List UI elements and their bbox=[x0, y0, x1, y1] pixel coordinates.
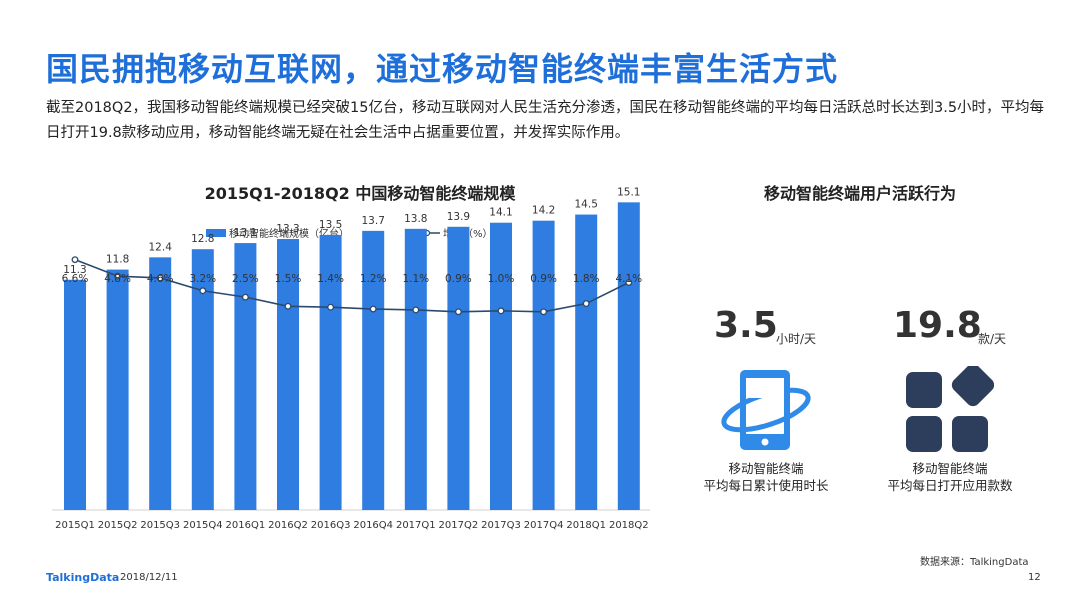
growth-rate-label: 0.9% bbox=[445, 273, 472, 285]
bar bbox=[447, 226, 470, 510]
chart-title: 2015Q1-2018Q2 中国移动智能终端规模 bbox=[204, 184, 516, 203]
bar bbox=[319, 234, 342, 510]
x-tick-label: 2017Q3 bbox=[481, 520, 521, 531]
bar-value-label: 13.8 bbox=[404, 213, 427, 225]
growth-rate-point bbox=[540, 308, 548, 316]
x-tick-label: 2015Q3 bbox=[140, 520, 180, 531]
bar bbox=[191, 249, 214, 510]
bar bbox=[532, 220, 555, 511]
growth-rate-point bbox=[412, 306, 420, 314]
x-tick-label: 2017Q2 bbox=[439, 520, 479, 531]
smartphone-icon bbox=[718, 366, 814, 456]
x-tick-label: 2018Q1 bbox=[566, 520, 606, 531]
bar-value-label: 13.7 bbox=[362, 215, 385, 227]
daily-apps-label: 移动智能终端 平均每日打开应用款数 bbox=[860, 460, 1040, 494]
bar bbox=[362, 230, 385, 511]
intro-paragraph: 截至2018Q2，我国移动智能终端规模已经突破15亿台，移动互联网对人民生活充分… bbox=[46, 100, 1045, 141]
page-number: 12 bbox=[1028, 572, 1041, 583]
x-tick-label: 2017Q1 bbox=[396, 520, 436, 531]
x-tick-label: 2016Q3 bbox=[311, 520, 351, 531]
daily-apps-label-line2: 平均每日打开应用款数 bbox=[887, 478, 1013, 493]
x-tick-label: 2016Q2 bbox=[268, 520, 308, 531]
growth-rate-point bbox=[582, 300, 590, 307]
bar-value-label: 14.2 bbox=[532, 205, 555, 217]
growth-rate-point bbox=[156, 274, 164, 282]
brand-logo-text: TalkingData bbox=[46, 571, 120, 584]
daily-usage-hours-label-line1: 移动智能终端 bbox=[728, 461, 804, 476]
x-tick-label: 2016Q1 bbox=[226, 520, 266, 531]
growth-rate-point bbox=[199, 287, 207, 295]
growth-rate-line bbox=[74, 258, 630, 313]
bar bbox=[404, 228, 427, 510]
bar bbox=[64, 279, 86, 510]
growth-rate-label: 0.9% bbox=[530, 273, 557, 285]
x-tick-label: 2016Q4 bbox=[353, 520, 393, 531]
x-tick-label: 2015Q1 bbox=[55, 520, 95, 531]
footer-date: 2018/12/11 bbox=[120, 572, 178, 583]
daily-usage-hours-value: 3.5 bbox=[714, 305, 778, 346]
growth-rate-point bbox=[625, 279, 633, 286]
growth-rate-label: 3.2% bbox=[189, 273, 216, 285]
bar-value-label: 14.5 bbox=[575, 199, 598, 211]
daily-usage-hours-unit: 小时/天 bbox=[776, 332, 817, 346]
growth-rate-point bbox=[284, 302, 292, 310]
growth-rate-label: 1.5% bbox=[275, 273, 302, 285]
legend-bar-swatch bbox=[206, 229, 226, 237]
growth-rate-label: 1.1% bbox=[402, 273, 429, 285]
growth-rate-label: 1.8% bbox=[573, 273, 600, 285]
daily-apps-unit: 款/天 bbox=[978, 332, 1007, 346]
growth-rate-point bbox=[114, 272, 122, 280]
bar-value-label: 13.9 bbox=[447, 211, 470, 223]
x-tick-label: 2018Q2 bbox=[609, 520, 649, 531]
data-source: 数据来源：TalkingData bbox=[920, 557, 1029, 568]
slide-title: 国民拥抱移动互联网，通过移动智能终端丰富生活方式 bbox=[46, 50, 839, 88]
growth-rate-label: 6.6% bbox=[62, 273, 89, 285]
growth-rate-label: 4.1% bbox=[615, 273, 642, 285]
bar bbox=[617, 202, 640, 510]
bar bbox=[234, 243, 257, 510]
growth-rate-point bbox=[327, 303, 335, 311]
growth-rate-label: 4.6% bbox=[147, 273, 174, 285]
growth-rate-label: 4.8% bbox=[104, 273, 131, 285]
growth-rate-label: 2.5% bbox=[232, 273, 259, 285]
bar bbox=[490, 222, 512, 510]
bar-value-label: 13.1 bbox=[234, 227, 257, 239]
legend-bar-label: 移动智能终端规模（亿台） bbox=[229, 227, 349, 240]
growth-rate-point bbox=[241, 293, 249, 301]
bar-value-label: 15.1 bbox=[617, 186, 640, 198]
bar-value-label: 12.8 bbox=[191, 233, 214, 245]
growth-rate-label: 1.0% bbox=[488, 273, 515, 285]
growth-rate-label: 1.4% bbox=[317, 273, 344, 285]
daily-apps-value: 19.8 bbox=[893, 305, 982, 346]
growth-rate-label: 1.2% bbox=[360, 273, 387, 285]
growth-rate-point bbox=[497, 307, 505, 315]
growth-rate-point bbox=[454, 308, 462, 316]
bar bbox=[106, 269, 129, 510]
growth-rate-point bbox=[71, 256, 79, 264]
behavior-title: 移动智能终端用户活跃行为 bbox=[763, 184, 956, 203]
bar bbox=[575, 214, 598, 510]
x-tick-label: 2017Q4 bbox=[524, 520, 564, 531]
daily-apps-label-line1: 移动智能终端 bbox=[912, 461, 988, 476]
x-tick-label: 2015Q2 bbox=[98, 520, 138, 531]
bar bbox=[149, 257, 172, 510]
app-grid-icon bbox=[904, 363, 995, 460]
bar-value-label: 11.3 bbox=[63, 264, 86, 276]
daily-usage-hours-label: 移动智能终端 平均每日累计使用时长 bbox=[676, 460, 856, 494]
growth-rate-point bbox=[369, 305, 377, 313]
bar-value-label: 14.1 bbox=[489, 207, 512, 219]
x-tick-label: 2015Q4 bbox=[183, 520, 223, 531]
bar-value-label: 11.8 bbox=[106, 254, 129, 266]
bar-value-label: 12.4 bbox=[149, 241, 173, 253]
daily-usage-hours-label-line2: 平均每日累计使用时长 bbox=[703, 478, 829, 493]
bar-value-label: 13.5 bbox=[319, 219, 342, 231]
bar-value-label: 13.3 bbox=[276, 223, 299, 235]
